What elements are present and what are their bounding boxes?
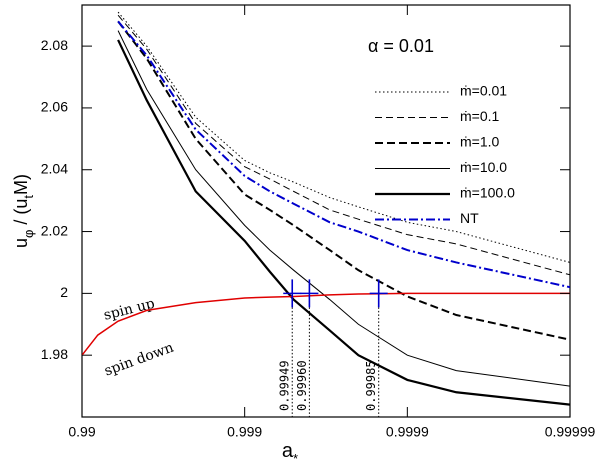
x-axis-label-part: * [293, 451, 298, 466]
x-axis-label: a* [282, 440, 298, 466]
data-line [117, 14, 570, 276]
x-axis-label-part: a [282, 440, 294, 462]
legend-label: ṁ=1.0 [460, 134, 500, 150]
y-tick-label: 1.98 [41, 346, 68, 362]
data-line [117, 30, 570, 387]
marker-label: 0.99949 [278, 360, 292, 411]
y-axis-label-part: φ [21, 230, 36, 238]
plot-area [82, 11, 570, 406]
spin-down-label: spin down [102, 340, 176, 380]
legend-label: ṁ=0.1 [460, 108, 500, 124]
marker-label: 0.99960 [295, 360, 309, 411]
legend-label: ṁ=100.0 [460, 185, 515, 201]
y-axis-label-part: / (u [11, 199, 31, 230]
y-tick-label: 2.08 [41, 37, 68, 53]
data-line [117, 20, 570, 289]
y-axis-label: uφ / (utM) [11, 174, 36, 248]
data-line [82, 292, 570, 356]
y-axis-label-part: u [11, 238, 31, 248]
x-tick-label: 0.999 [227, 424, 262, 440]
x-tick-label: 0.99999 [545, 424, 596, 440]
data-line [117, 39, 570, 406]
legend-label: ṁ=0.01 [460, 83, 507, 99]
marker-label: 0.99985 [364, 360, 378, 411]
y-tick-label: 2 [60, 284, 68, 300]
plot-frame [81, 4, 571, 418]
data-line [117, 20, 570, 341]
data-line [117, 11, 570, 263]
y-tick-label: 2.02 [41, 222, 68, 238]
y-tick-label: 2.04 [41, 160, 68, 176]
y-axis-label-part: M) [11, 174, 31, 195]
x-tick-label: 0.99 [68, 424, 95, 440]
legend-label: ṁ=10.0 [460, 159, 507, 175]
y-axis-label-part: t [21, 195, 36, 199]
y-tick-label: 2.06 [41, 99, 68, 115]
alpha-label: α = 0.01 [368, 36, 434, 56]
x-tick-label: 0.9999 [386, 424, 429, 440]
legend-label: NT [460, 210, 479, 226]
